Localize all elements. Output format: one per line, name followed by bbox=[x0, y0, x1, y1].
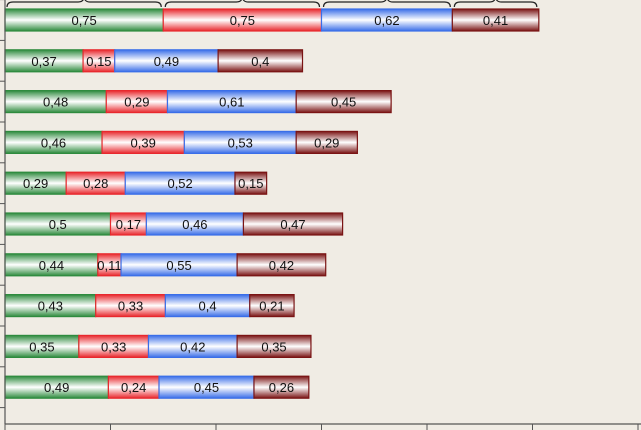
bar-segment bbox=[217, 49, 304, 73]
data-label: 0,37 bbox=[31, 54, 56, 69]
data-label: 0,62 bbox=[374, 13, 399, 28]
data-label: 0,28 bbox=[83, 176, 108, 191]
brace-mark bbox=[164, 0, 321, 8]
data-label: 0,61 bbox=[219, 95, 244, 110]
data-label: 0,17 bbox=[116, 217, 141, 232]
data-label: 0,39 bbox=[131, 135, 156, 150]
data-label: 0,35 bbox=[261, 339, 286, 354]
data-label: 0,4 bbox=[251, 54, 269, 69]
data-label: 0,24 bbox=[121, 380, 146, 395]
data-label: 0,45 bbox=[331, 95, 356, 110]
data-label: 0,33 bbox=[118, 299, 143, 314]
data-label: 0,15 bbox=[238, 176, 263, 191]
data-label: 0,4 bbox=[199, 299, 217, 314]
bar-segment bbox=[236, 253, 327, 277]
data-label: 0,55 bbox=[166, 258, 191, 273]
data-label: 0,46 bbox=[182, 217, 207, 232]
bar-segment bbox=[249, 294, 295, 318]
bar-segment bbox=[295, 130, 358, 154]
data-label: 0,46 bbox=[41, 135, 66, 150]
bar-segment bbox=[234, 171, 268, 195]
bar-segment bbox=[242, 212, 344, 236]
data-label: 0,44 bbox=[39, 258, 64, 273]
brace-mark bbox=[6, 0, 162, 8]
bars-group: 0,75 0,75 0,62 0,41 0,37 0,15 0,49 0,4 0,48 0,29 0… bbox=[4, 8, 540, 399]
bar-segment bbox=[236, 334, 312, 358]
top-braces bbox=[6, 0, 538, 8]
data-label: 0,21 bbox=[259, 299, 284, 314]
data-label: 0,43 bbox=[38, 299, 63, 314]
data-label: 0,35 bbox=[29, 339, 54, 354]
brace-mark bbox=[453, 0, 538, 8]
data-label: 0,15 bbox=[86, 54, 111, 69]
data-label: 0,29 bbox=[124, 95, 149, 110]
data-label: 0,11 bbox=[97, 258, 121, 273]
data-label: 0,49 bbox=[44, 380, 69, 395]
data-label: 0,29 bbox=[314, 135, 339, 150]
data-label: 0,47 bbox=[280, 217, 305, 232]
data-label: 0,42 bbox=[180, 339, 205, 354]
data-label: 0,52 bbox=[167, 176, 192, 191]
bar-segment bbox=[451, 8, 540, 32]
bar-segment bbox=[253, 375, 310, 399]
data-label: 0,75 bbox=[71, 13, 96, 28]
bar-segment bbox=[295, 89, 392, 114]
data-label: 0,75 bbox=[230, 13, 255, 28]
data-label: 0,45 bbox=[194, 380, 219, 395]
data-label: 0,33 bbox=[101, 339, 126, 354]
data-label: 0,53 bbox=[228, 135, 253, 150]
data-label: 0,49 bbox=[154, 54, 179, 69]
data-label: 0,41 bbox=[483, 13, 508, 28]
data-label: 0,26 bbox=[269, 380, 294, 395]
data-label: 0,5 bbox=[49, 217, 67, 232]
data-label: 0,42 bbox=[269, 258, 294, 273]
data-label: 0,29 bbox=[23, 176, 48, 191]
data-label: 0,48 bbox=[43, 95, 68, 110]
brace-mark bbox=[322, 0, 451, 8]
